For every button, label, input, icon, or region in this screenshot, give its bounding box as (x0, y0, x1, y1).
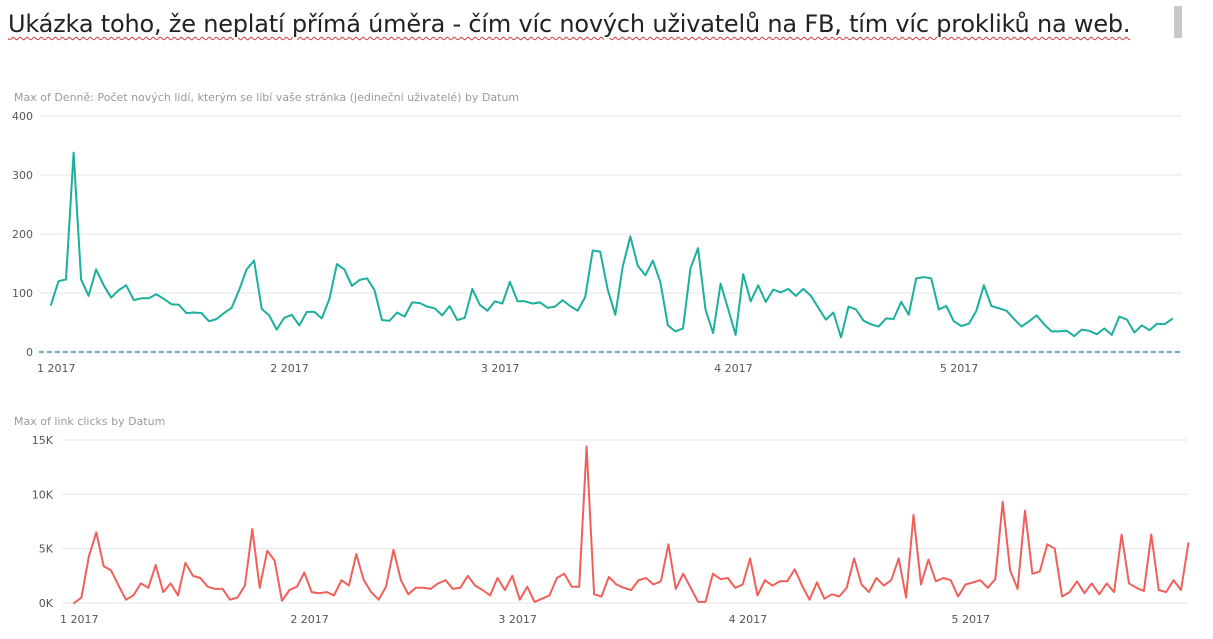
y-tick-label: 400 (12, 110, 33, 123)
chart-2: Max of link clicks by Datum 0K 5K 10K 15K 1 2… (14, 415, 1190, 626)
x-tick-label: 3 2017 (481, 362, 519, 375)
y-tick-label: 100 (12, 287, 33, 300)
scroll-indicator[interactable] (1174, 6, 1182, 38)
x-tick-label: 5 2017 (952, 613, 991, 626)
chart-1: Max of Denně: Počet nových lidí, kterým … (12, 91, 1182, 375)
series-line-1 (50, 151, 1173, 339)
y-tick-label: 5K (39, 543, 54, 556)
chart-title: Max of link clicks by Datum (14, 415, 165, 428)
x-tick-label: 2 2017 (270, 362, 309, 375)
page-title: Ukázka toho, že neplatí přímá úměra - čí… (8, 10, 1131, 38)
x-tick-label: 5 2017 (940, 362, 979, 375)
y-tick-label: 15K (32, 434, 54, 447)
x-tick-label: 4 2017 (729, 613, 768, 626)
series-line-1 (73, 445, 1190, 604)
x-tick-label: 1 2017 (37, 362, 76, 375)
x-tick-label: 2 2017 (290, 613, 329, 626)
y-tick-label: 300 (12, 169, 33, 182)
y-tick-label: 200 (12, 228, 33, 241)
x-tick-label: 1 2017 (60, 613, 99, 626)
y-tick-label: 0 (26, 346, 33, 359)
chart-title: Max of Denně: Počet nových lidí, kterým … (14, 91, 519, 104)
x-tick-label: 3 2017 (498, 613, 537, 626)
y-tick-label: 10K (32, 488, 54, 501)
x-tick-label: 4 2017 (714, 362, 753, 375)
y-tick-label: 0K (39, 597, 54, 610)
